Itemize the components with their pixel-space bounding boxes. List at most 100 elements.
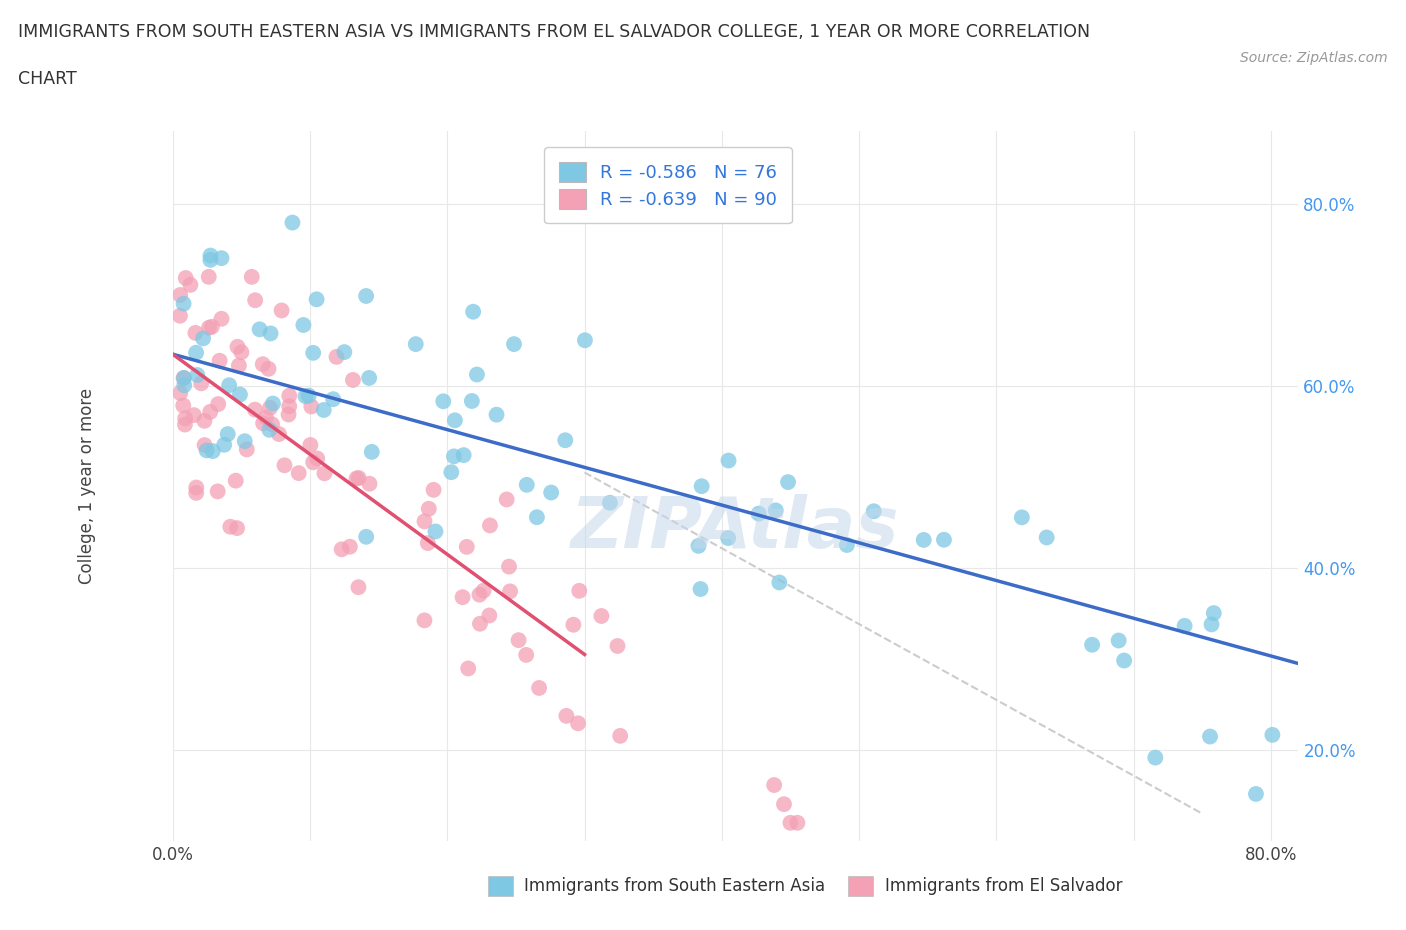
- Point: [183, 407, 205, 422]
- Point: [197, 270, 219, 285]
- Point: [173, 370, 195, 385]
- Point: [342, 373, 364, 388]
- Point: [468, 617, 491, 631]
- Point: [322, 392, 344, 406]
- Point: [243, 293, 266, 308]
- Point: [278, 389, 301, 404]
- Point: [472, 583, 495, 598]
- Text: IMMIGRANTS FROM SOUTH EASTERN ASIA VS IMMIGRANTS FROM EL SALVADOR COLLEGE, 1 YEA: IMMIGRANTS FROM SOUTH EASTERN ASIA VS IM…: [18, 23, 1091, 41]
- Point: [174, 418, 197, 432]
- Point: [1202, 605, 1225, 620]
- Point: [776, 474, 799, 489]
- Point: [773, 797, 796, 812]
- Point: [299, 399, 322, 414]
- Point: [299, 437, 322, 452]
- Point: [307, 451, 329, 466]
- Y-axis label: College, 1 year or more: College, 1 year or more: [79, 388, 96, 584]
- Point: [591, 608, 613, 623]
- Point: [347, 471, 370, 485]
- Point: [443, 449, 465, 464]
- Point: [226, 521, 249, 536]
- Point: [498, 559, 520, 574]
- Point: [835, 538, 858, 552]
- Point: [1011, 510, 1033, 525]
- Point: [292, 317, 315, 332]
- Point: [249, 322, 271, 337]
- Point: [325, 350, 347, 365]
- Point: [225, 473, 247, 488]
- Point: [465, 367, 488, 382]
- Point: [360, 445, 382, 459]
- Point: [1244, 787, 1267, 802]
- Point: [1108, 633, 1130, 648]
- Point: [690, 479, 713, 494]
- Point: [212, 437, 235, 452]
- Point: [298, 388, 321, 403]
- Point: [609, 728, 631, 743]
- Point: [240, 270, 263, 285]
- Point: [359, 476, 381, 491]
- Point: [432, 393, 454, 408]
- Point: [457, 661, 479, 676]
- Point: [302, 345, 325, 360]
- Point: [346, 471, 368, 485]
- Point: [219, 519, 242, 534]
- Point: [359, 370, 381, 385]
- Point: [207, 396, 229, 411]
- Point: [468, 587, 491, 602]
- Point: [314, 466, 336, 481]
- Point: [555, 709, 578, 724]
- Point: [554, 432, 576, 447]
- Point: [405, 337, 427, 352]
- Point: [347, 579, 370, 594]
- Point: [451, 590, 474, 604]
- Point: [689, 581, 711, 596]
- Point: [169, 386, 191, 401]
- Point: [456, 539, 478, 554]
- Point: [717, 531, 740, 546]
- Point: [233, 433, 256, 448]
- Text: Immigrants from El Salvador: Immigrants from El Salvador: [884, 877, 1122, 895]
- Point: [765, 503, 787, 518]
- Point: [717, 453, 740, 468]
- Point: [748, 506, 770, 521]
- Point: [270, 303, 292, 318]
- Point: [259, 401, 281, 416]
- Point: [198, 320, 221, 335]
- Point: [567, 716, 589, 731]
- Point: [262, 396, 284, 411]
- Point: [527, 681, 550, 696]
- Point: [273, 458, 295, 472]
- Point: [461, 393, 484, 408]
- Point: [354, 529, 377, 544]
- Point: [478, 608, 501, 623]
- Point: [499, 584, 522, 599]
- Point: [444, 413, 467, 428]
- Point: [425, 524, 447, 538]
- Point: [257, 362, 280, 377]
- Point: [229, 387, 252, 402]
- Point: [413, 613, 436, 628]
- Point: [862, 504, 884, 519]
- Point: [1199, 729, 1222, 744]
- Point: [526, 510, 548, 525]
- Point: [195, 443, 218, 458]
- Point: [217, 427, 239, 442]
- Point: [173, 297, 195, 312]
- Point: [1261, 727, 1284, 742]
- Point: [562, 618, 585, 632]
- Point: [173, 371, 195, 386]
- Point: [503, 337, 526, 352]
- Point: [574, 333, 596, 348]
- Point: [231, 345, 253, 360]
- Point: [260, 417, 283, 432]
- Point: [243, 402, 266, 417]
- Point: [330, 542, 353, 557]
- Point: [228, 358, 250, 373]
- Point: [277, 407, 299, 422]
- Point: [413, 514, 436, 529]
- Point: [453, 447, 475, 462]
- Point: [763, 777, 786, 792]
- Point: [259, 422, 281, 437]
- Point: [1144, 751, 1167, 765]
